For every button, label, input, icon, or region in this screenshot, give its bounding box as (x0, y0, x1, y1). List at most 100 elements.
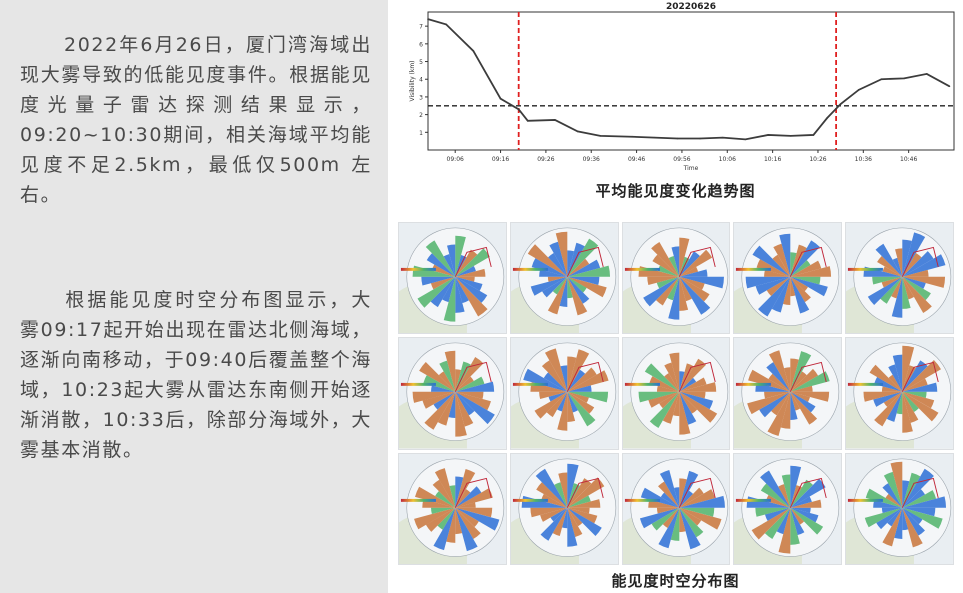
visibility-sector (790, 392, 818, 426)
color-legend-bar (624, 267, 660, 271)
visibility-sector (647, 392, 679, 409)
visibility-sector (790, 392, 816, 413)
boundary-line (678, 477, 716, 508)
boundary-line (454, 477, 492, 508)
visibility-sector (656, 276, 679, 289)
visibility-sector (567, 276, 587, 293)
visibility-sector (567, 507, 583, 526)
visibility-sector (567, 463, 579, 508)
visibility-sector (541, 360, 568, 393)
boundary-line (790, 362, 828, 393)
data-point (744, 138, 747, 141)
visibility-sector (540, 493, 568, 508)
visibility-sector (540, 507, 568, 541)
visibility-sector (567, 477, 592, 508)
visibility-sector (885, 493, 903, 508)
visibility-sector (882, 266, 903, 277)
visibility-sector (455, 476, 464, 508)
visibility-sector (670, 507, 679, 541)
visibility-sector (567, 276, 607, 298)
map-image (846, 453, 953, 564)
visibility-sector (567, 507, 598, 523)
visibility-sector (678, 392, 696, 426)
visibility-sector (863, 392, 903, 403)
visibility-sector (663, 373, 679, 393)
visibility-sector (567, 276, 600, 286)
visibility-sector (768, 374, 791, 393)
visibility-map-9 (733, 337, 843, 450)
data-point (427, 18, 429, 20)
visibility-sector (444, 351, 456, 393)
map-image (622, 453, 730, 564)
visibility-sector (902, 480, 910, 508)
visibility-sector (790, 465, 802, 508)
boundary-line (678, 362, 716, 393)
visibility-sector (419, 362, 456, 393)
visibility-sector (875, 243, 903, 277)
visibility-sector (666, 276, 679, 301)
visibility-sector (543, 372, 568, 393)
visibility-sector (902, 488, 926, 508)
map-image (510, 338, 618, 449)
visibility-sector (790, 371, 808, 393)
visibility-sector (678, 276, 710, 302)
visibility-sector (651, 254, 679, 277)
visibility-sector (790, 276, 810, 314)
visibility-sector (432, 479, 456, 508)
visibility-sector (902, 495, 947, 508)
visibility-sector (455, 507, 478, 551)
visibility-sector (657, 481, 679, 508)
boundary-line (902, 246, 939, 277)
map-image (399, 338, 506, 449)
data-point (554, 119, 556, 121)
y-tick-label: 3 (419, 94, 423, 101)
visibility-sector (455, 507, 500, 531)
visibility-map-12 (509, 452, 619, 565)
visibility-sector (902, 239, 913, 277)
visibility-sector (560, 365, 568, 393)
visibility-sector (443, 276, 456, 322)
visibility-sector (455, 502, 476, 508)
visibility-sector (678, 490, 693, 508)
visibility-sector (759, 392, 791, 418)
map-image (846, 223, 953, 334)
color-legend-bar (736, 383, 772, 387)
visibility-sector (539, 507, 568, 522)
visibility-sector (886, 392, 903, 423)
visibility-sector (756, 259, 791, 277)
visibility-sector (455, 381, 495, 393)
visibility-sector (902, 392, 935, 409)
article-paragraph-1: 2022年6月26日，厦门湾海域出现大雾导致的低能见度事件。根据能见度光量子雷达… (20, 30, 372, 210)
visibility-sector (648, 376, 679, 393)
visibility-sector (561, 507, 568, 528)
visibility-sector (790, 276, 809, 292)
visibility-sector (455, 268, 486, 277)
visibility-sector (455, 265, 476, 277)
visibility-sector (895, 248, 903, 277)
visibility-sector (649, 392, 679, 429)
visibility-sector (896, 392, 903, 415)
visibility-sector (902, 254, 946, 277)
boundary-line (454, 362, 492, 393)
visibility-sector (773, 243, 791, 277)
visibility-sector (567, 276, 590, 304)
visibility-sector (790, 260, 811, 277)
visibility-sector (678, 392, 697, 415)
visibility-sector (902, 276, 946, 288)
visibility-sector (414, 507, 456, 529)
visibility-sector (414, 486, 456, 508)
visibility-sector (672, 392, 679, 417)
visibility-sector (790, 276, 796, 297)
visibility-sector (782, 474, 791, 508)
visibility-sector (455, 507, 481, 539)
visibility-sector (447, 244, 456, 277)
visibility-sector (902, 507, 926, 536)
visibility-sector (678, 237, 689, 277)
visibility-sector (638, 392, 679, 403)
data-point (599, 135, 602, 137)
visibility-sector (902, 276, 933, 314)
color-legend-bar (512, 383, 548, 387)
boundary-line (678, 246, 716, 277)
visibility-sector (783, 276, 791, 306)
maps-caption: 能见度时空分布图 (611, 572, 740, 590)
